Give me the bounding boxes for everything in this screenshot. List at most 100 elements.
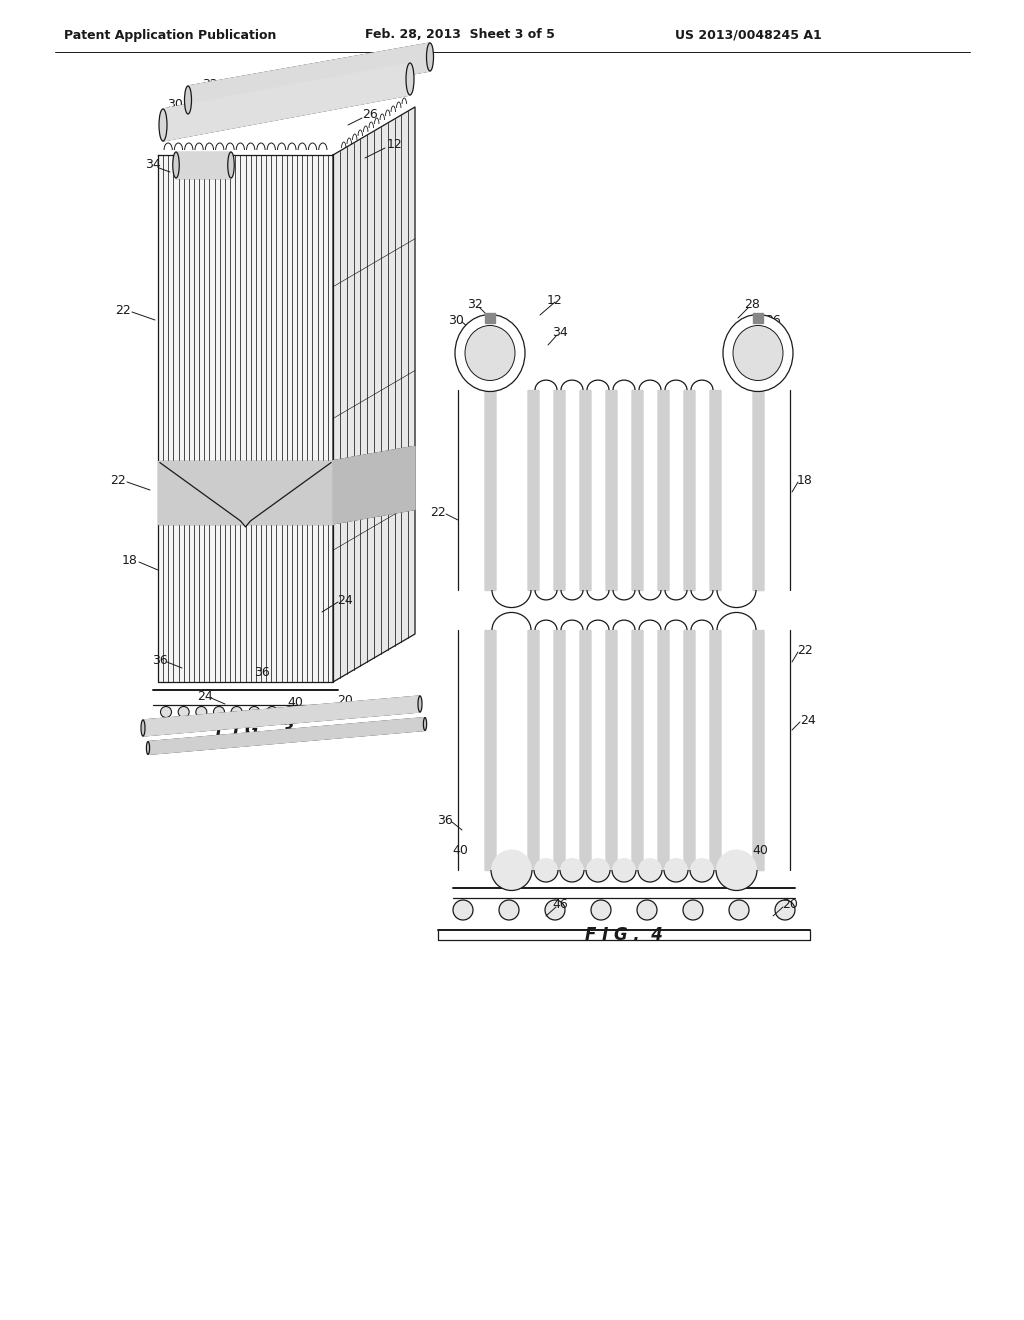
Text: 34: 34 <box>145 158 161 172</box>
Ellipse shape <box>146 742 150 755</box>
Polygon shape <box>632 389 642 590</box>
Circle shape <box>319 706 331 718</box>
Text: 20: 20 <box>337 693 353 706</box>
Ellipse shape <box>184 86 191 114</box>
Circle shape <box>266 706 278 718</box>
Text: 18: 18 <box>797 474 813 487</box>
Polygon shape <box>163 63 410 141</box>
Text: 36: 36 <box>437 813 453 826</box>
Polygon shape <box>158 154 333 682</box>
Ellipse shape <box>690 858 714 882</box>
Polygon shape <box>710 630 720 870</box>
Polygon shape <box>528 630 538 870</box>
Text: US 2013/0048245 A1: US 2013/0048245 A1 <box>675 29 821 41</box>
Circle shape <box>178 706 189 718</box>
Polygon shape <box>528 389 538 590</box>
Text: 24: 24 <box>198 689 213 702</box>
Polygon shape <box>485 630 495 870</box>
Polygon shape <box>188 44 430 114</box>
Ellipse shape <box>664 858 688 882</box>
Polygon shape <box>658 630 668 870</box>
Ellipse shape <box>227 152 234 178</box>
Ellipse shape <box>638 858 662 882</box>
Polygon shape <box>485 313 495 323</box>
Polygon shape <box>176 152 231 178</box>
Text: 12: 12 <box>547 293 563 306</box>
Text: 34: 34 <box>552 326 568 338</box>
Circle shape <box>683 900 703 920</box>
Ellipse shape <box>490 850 532 891</box>
Text: 36: 36 <box>254 665 270 678</box>
Polygon shape <box>632 630 642 870</box>
Text: 40: 40 <box>452 843 468 857</box>
Text: 22: 22 <box>430 506 445 519</box>
Polygon shape <box>606 630 616 870</box>
Text: 26: 26 <box>362 108 378 121</box>
Ellipse shape <box>465 326 515 380</box>
Ellipse shape <box>455 314 525 392</box>
Text: 12: 12 <box>387 139 402 152</box>
Text: 22: 22 <box>115 304 131 317</box>
Circle shape <box>285 706 295 718</box>
Polygon shape <box>580 630 590 870</box>
Ellipse shape <box>423 718 427 730</box>
Polygon shape <box>554 630 564 870</box>
Text: 40: 40 <box>287 696 303 709</box>
Ellipse shape <box>159 110 167 141</box>
Ellipse shape <box>586 858 610 882</box>
Text: 30: 30 <box>167 99 183 111</box>
Circle shape <box>545 900 565 920</box>
Ellipse shape <box>560 858 584 882</box>
Text: 28: 28 <box>317 88 333 102</box>
Ellipse shape <box>173 152 179 178</box>
Polygon shape <box>554 389 564 590</box>
Polygon shape <box>333 446 415 524</box>
Ellipse shape <box>716 850 757 891</box>
Ellipse shape <box>733 326 783 380</box>
Circle shape <box>249 706 260 718</box>
Circle shape <box>213 706 224 718</box>
Polygon shape <box>580 389 590 590</box>
Text: 32: 32 <box>202 78 218 91</box>
Text: F I G .  4: F I G . 4 <box>585 927 663 944</box>
Polygon shape <box>753 313 763 323</box>
Text: 30: 30 <box>449 314 464 326</box>
Circle shape <box>591 900 611 920</box>
Text: 46: 46 <box>552 899 568 912</box>
Polygon shape <box>143 696 420 737</box>
Circle shape <box>775 900 795 920</box>
Ellipse shape <box>141 719 145 737</box>
Circle shape <box>161 706 171 718</box>
Polygon shape <box>485 389 495 590</box>
Text: 22: 22 <box>797 644 813 656</box>
Text: F I G .  3: F I G . 3 <box>216 721 294 739</box>
Circle shape <box>453 900 473 920</box>
Text: Patent Application Publication: Patent Application Publication <box>63 29 276 41</box>
Text: 26: 26 <box>765 314 781 326</box>
Polygon shape <box>658 389 668 590</box>
Circle shape <box>196 706 207 718</box>
Text: 24: 24 <box>337 594 353 606</box>
Text: 24: 24 <box>800 714 816 726</box>
Polygon shape <box>753 630 763 870</box>
Circle shape <box>193 115 203 125</box>
Text: 20: 20 <box>782 899 798 912</box>
Circle shape <box>499 900 519 920</box>
Polygon shape <box>158 461 333 524</box>
Text: 32: 32 <box>467 298 483 312</box>
Polygon shape <box>684 630 694 870</box>
Ellipse shape <box>427 44 433 71</box>
Polygon shape <box>148 718 425 755</box>
Ellipse shape <box>612 858 636 882</box>
Polygon shape <box>684 389 694 590</box>
Text: 22: 22 <box>111 474 126 487</box>
Polygon shape <box>606 389 616 590</box>
Text: 28: 28 <box>744 298 760 312</box>
Ellipse shape <box>534 858 558 882</box>
Text: 40: 40 <box>310 708 326 721</box>
Polygon shape <box>753 389 763 590</box>
Ellipse shape <box>418 696 422 711</box>
Text: Feb. 28, 2013  Sheet 3 of 5: Feb. 28, 2013 Sheet 3 of 5 <box>366 29 555 41</box>
Polygon shape <box>710 389 720 590</box>
Ellipse shape <box>406 63 414 95</box>
